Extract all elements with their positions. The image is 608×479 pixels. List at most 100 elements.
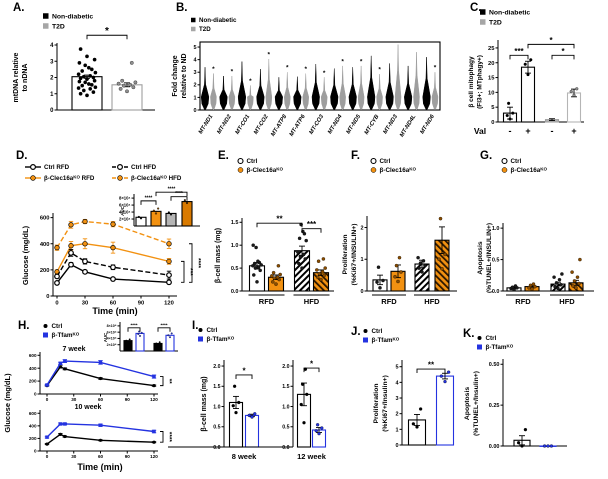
panel-label-F: F.	[351, 150, 360, 162]
svg-text:3: 3	[395, 396, 398, 402]
svg-text:*: *	[323, 70, 326, 77]
svg-text:5: 5	[395, 365, 398, 371]
svg-text:0: 0	[46, 397, 49, 402]
svg-text:3: 3	[50, 59, 54, 65]
panel-G: G. Ctrl β-Clec16aKO 0.0 0.5 1.0 Apoptosis (%TU…	[477, 148, 608, 318]
svg-text:8 week: 8 week	[232, 452, 257, 461]
svg-text:1.5: 1.5	[282, 384, 289, 390]
svg-text:Proliferation: Proliferation	[342, 234, 349, 274]
svg-text:Ctrl: Ctrl	[372, 328, 383, 335]
svg-text:1: 1	[360, 257, 363, 263]
svg-text:0: 0	[50, 108, 54, 114]
svg-text:(%Ki67+/Insulin+): (%Ki67+/Insulin+)	[382, 375, 389, 432]
svg-text:90: 90	[125, 397, 131, 402]
svg-text:β-Clec16aKO: β-Clec16aKO	[247, 166, 284, 174]
svg-text:RFD: RFD	[259, 297, 275, 306]
svg-text:MT-ND5: MT-ND5	[346, 113, 363, 135]
svg-text:****: ****	[168, 187, 176, 193]
svg-text:600: 600	[40, 216, 50, 222]
svg-text:15: 15	[488, 76, 495, 82]
panel-D-chart: Ctrl RFD β-Clec16aKO RFD Ctrl HFD β-Clec16a…	[21, 164, 202, 316]
svg-text:Glucose (mg/dL): Glucose (mg/dL)	[3, 373, 12, 433]
svg-text:*: *	[268, 52, 271, 59]
panel-B-chart: Non-diabetic T2D 0 1 2 3 4 5 Fold change relative…	[172, 17, 441, 138]
svg-text:**: **	[428, 361, 435, 370]
svg-text:AUC: AUC	[120, 205, 125, 215]
svg-text:5: 5	[491, 105, 495, 111]
svg-text:****: ****	[175, 191, 183, 197]
svg-text:*: *	[434, 65, 437, 72]
svg-text:Ctrl: Ctrl	[247, 158, 258, 165]
svg-text:T2D: T2D	[489, 19, 502, 26]
svg-text:0.5: 0.5	[282, 425, 289, 431]
svg-text:12 week: 12 week	[297, 452, 327, 461]
svg-text:**: **	[276, 215, 283, 224]
svg-text:30: 30	[71, 454, 77, 459]
svg-text:β-TfamKO: β-TfamKO	[486, 343, 514, 351]
svg-text:20: 20	[488, 61, 494, 67]
panel-H: H. Ctrl β-TfamKO 0 200 400 600 0 30 60 90 120 7 wee…	[0, 318, 178, 479]
svg-text:1.5: 1.5	[231, 220, 239, 226]
svg-text:0: 0	[34, 449, 37, 454]
svg-text:60: 60	[98, 397, 104, 402]
svg-text:Ctrl: Ctrl	[380, 158, 391, 165]
svg-text:Apoptosis: Apoptosis	[477, 241, 484, 274]
svg-text:RFD: RFD	[515, 297, 531, 306]
svg-text:*: *	[360, 58, 363, 65]
panel-C: C. Non-diabetic T2D 0 5 10 15 20 25 β cell mitop…	[468, 0, 608, 150]
svg-text:MT-ND3: MT-ND3	[383, 113, 400, 135]
svg-text:0.0: 0.0	[492, 289, 500, 295]
svg-text:Ctrl: Ctrl	[486, 335, 497, 342]
svg-text:0: 0	[46, 454, 49, 459]
svg-text:Proliferation: Proliferation	[373, 383, 380, 423]
svg-text:Fold change: Fold change	[172, 55, 179, 96]
svg-text:MT-ND4L: MT-ND4L	[399, 113, 418, 138]
svg-text:β-Clec16aKO: β-Clec16aKO	[380, 166, 417, 174]
svg-text:400: 400	[29, 366, 37, 371]
panel-label-A: A.	[13, 2, 25, 14]
svg-text:(%TUNEL+/Insulin+): (%TUNEL+/Insulin+)	[473, 371, 480, 436]
svg-text:7 week: 7 week	[63, 346, 86, 353]
svg-text:(%Ki67+/INSULIN+): (%Ki67+/INSULIN+)	[351, 224, 358, 286]
svg-text:120: 120	[150, 397, 158, 402]
svg-text:400: 400	[29, 423, 37, 428]
svg-text:***: ***	[307, 220, 317, 229]
panel-I: I. Ctrl β-TfamKO 0.0 0.5 1.0 1.5 2.0 * 8 week 0.0…	[168, 318, 330, 479]
svg-text:2.0: 2.0	[282, 364, 289, 370]
svg-text:2: 2	[50, 76, 54, 82]
svg-text:0.0: 0.0	[231, 289, 239, 295]
svg-text:MT-CO2: MT-CO2	[253, 113, 270, 135]
svg-text:4×10⁴: 4×10⁴	[119, 210, 131, 215]
svg-text:MT-CO1: MT-CO1	[235, 114, 252, 136]
svg-text:-: -	[509, 126, 512, 136]
panel-label-K: K.	[463, 328, 475, 340]
svg-text:*: *	[549, 36, 553, 45]
panel-C-chart: Non-diabetic T2D 0 5 10 15 20 25 β cell mitophag…	[468, 9, 584, 136]
svg-text:1.0: 1.0	[282, 404, 289, 410]
svg-text:**: **	[166, 379, 173, 385]
svg-text:HFD: HFD	[559, 297, 575, 306]
svg-text:HFD: HFD	[304, 297, 320, 306]
svg-text:200: 200	[40, 268, 50, 274]
svg-text:MT-CYB: MT-CYB	[364, 114, 381, 136]
svg-text:30: 30	[71, 397, 77, 402]
panel-label-H: H.	[18, 320, 30, 332]
svg-text:400: 400	[40, 242, 50, 248]
svg-text:2×10⁴: 2×10⁴	[107, 343, 117, 347]
svg-text:0: 0	[360, 289, 363, 295]
svg-text:to nDNA: to nDNA	[22, 64, 29, 92]
svg-text:RFD: RFD	[381, 297, 397, 306]
svg-text:8×10⁴: 8×10⁴	[107, 324, 117, 328]
svg-text:Ctrl HFD: Ctrl HFD	[131, 164, 157, 171]
svg-text:***: ***	[187, 268, 194, 276]
svg-text:2: 2	[193, 83, 196, 89]
svg-text:***: ***	[514, 47, 524, 56]
svg-text:0.5: 0.5	[213, 425, 220, 431]
svg-text:6×10⁴: 6×10⁴	[119, 203, 131, 208]
panel-D: D. Ctrl RFD β-Clec16aKO RFD Ctrl HFD β-Clec…	[0, 148, 212, 318]
svg-text:0.0: 0.0	[213, 445, 220, 451]
